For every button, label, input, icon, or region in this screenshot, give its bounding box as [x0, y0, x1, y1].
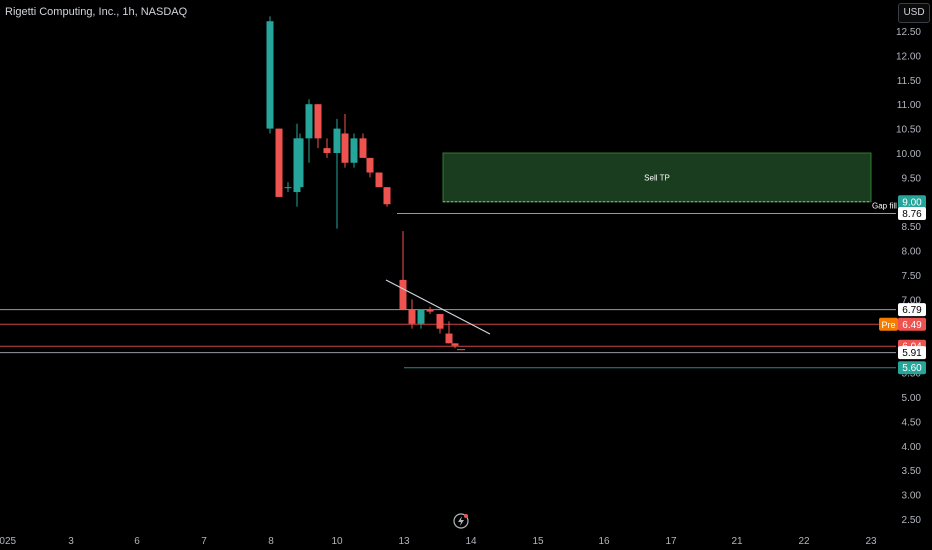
price-label-box	[898, 195, 926, 209]
candle-body	[323, 148, 331, 153]
candle-body	[451, 343, 459, 346]
x-tick-label: 22	[798, 536, 810, 547]
candle-body	[275, 128, 283, 197]
candle-body	[266, 21, 274, 129]
lightning-bolt-icon	[458, 516, 464, 526]
candle-body	[436, 314, 444, 329]
y-tick-label: 8.50	[902, 222, 922, 233]
y-tick-label: 8.00	[902, 247, 922, 258]
x-tick-label: 8	[268, 536, 274, 547]
price-label-text: 9.00	[902, 197, 922, 208]
currency-button[interactable]: USD	[898, 3, 930, 23]
x-tick-label: 2025	[0, 536, 17, 547]
y-tick-label: 7.50	[902, 271, 922, 282]
y-tick-label: 4.50	[902, 417, 922, 428]
price-label-text: 5.91	[902, 348, 922, 359]
candle-body	[314, 104, 322, 139]
price-label-box	[898, 346, 926, 360]
candle-body	[333, 128, 341, 153]
candle-body	[350, 138, 358, 163]
y-tick-label: 5.00	[902, 393, 922, 404]
pre-market-badge	[879, 317, 898, 331]
y-tick-label: 11.00	[897, 100, 922, 111]
candle-body	[426, 309, 434, 312]
candle-body	[408, 309, 416, 324]
candle-body	[383, 187, 391, 205]
chart-title: Rigetti Computing, Inc., 1h, NASDAQ	[5, 6, 188, 18]
x-tick-label: 14	[465, 536, 477, 547]
y-tick-label: 3.50	[902, 466, 922, 477]
price-label-text: 5.60	[902, 363, 922, 374]
y-tick-label: 3.00	[902, 491, 922, 502]
x-tick-label: 7	[201, 536, 207, 547]
candle-body	[341, 133, 349, 163]
candle-body	[399, 279, 407, 310]
notification-dot-icon	[464, 514, 468, 518]
price-label-box	[898, 317, 926, 331]
gap-fill-label: Gap fill	[872, 202, 897, 211]
x-tick-label: 3	[68, 536, 74, 547]
x-tick-label: 6	[134, 536, 140, 547]
y-tick-label: 7.00	[902, 295, 922, 306]
lightning-replay-icon	[453, 513, 469, 529]
x-tick-label: 23	[865, 536, 877, 547]
candle-body	[375, 172, 383, 188]
x-tick-label: 10	[331, 536, 343, 547]
candle-body	[366, 157, 374, 173]
price-label-box	[898, 361, 926, 375]
y-tick-label: 12.50	[896, 27, 921, 38]
x-tick-label: 15	[532, 536, 544, 547]
candle-body	[296, 138, 304, 188]
price-label-box	[898, 207, 926, 221]
candle-body	[284, 187, 292, 189]
x-tick-label: 21	[731, 536, 743, 547]
pre-market-label: Pre	[881, 320, 895, 330]
y-tick-label: 10.50	[896, 125, 921, 136]
y-tick-label: 10.00	[896, 149, 921, 160]
x-tick-label: 17	[665, 536, 677, 547]
y-tick-label: 9.50	[902, 173, 922, 184]
price-label-text: 6.49	[902, 320, 922, 331]
y-tick-label: 12.00	[896, 51, 921, 62]
candle-body	[305, 104, 313, 139]
sell-tp-zone	[442, 152, 872, 203]
sell-tp-label: Sell TP	[644, 173, 670, 182]
price-label-box	[898, 303, 926, 317]
trendline	[385, 279, 491, 335]
y-tick-label: 2.50	[902, 515, 922, 526]
candle-body	[417, 309, 425, 324]
x-tick-label: 13	[398, 536, 410, 547]
price-label-text: 8.76	[902, 209, 922, 220]
candle-body	[359, 138, 367, 158]
price-label-text: 6.79	[902, 305, 922, 316]
y-tick-label: 11.50	[897, 76, 922, 87]
y-tick-label: 4.00	[902, 442, 922, 453]
x-tick-label: 16	[598, 536, 610, 547]
candle-body	[445, 333, 453, 344]
